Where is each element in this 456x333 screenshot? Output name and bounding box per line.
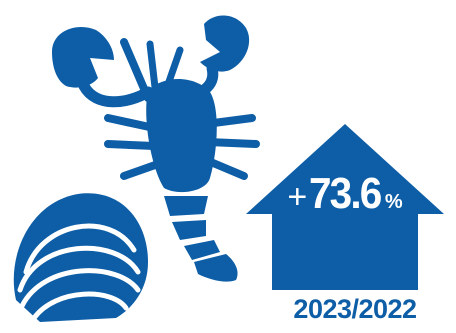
change-value: + 73.6 % (272, 172, 418, 222)
period-label: 2023/2022 (293, 294, 417, 324)
change-unit: % (384, 191, 403, 213)
change-number: 73.6 (309, 169, 382, 218)
lobster-right-claw (200, 15, 250, 72)
change-sign: + (287, 178, 308, 216)
clam-icon (13, 193, 149, 322)
clam-shell (13, 193, 149, 322)
lobster-tail-segment (184, 240, 220, 260)
lobster-tail-segment (164, 196, 208, 216)
lobster-tail-segment (172, 220, 206, 240)
lobster-tail-fan (194, 254, 238, 282)
arrow-up-icon (246, 124, 444, 290)
lobster-body (146, 78, 217, 193)
lobster-icon (52, 15, 260, 282)
lobster-left-claw (52, 26, 114, 88)
lobster-left-arm (78, 80, 154, 108)
lobster-antenna-left (120, 38, 152, 102)
